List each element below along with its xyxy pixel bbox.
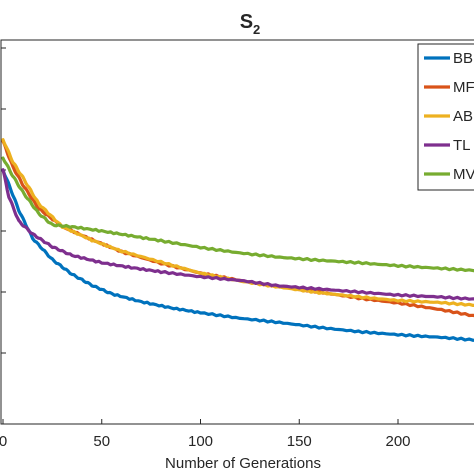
chart-title-main: S <box>240 11 253 33</box>
x-tick-label: 0 <box>0 433 7 450</box>
series-line-tl <box>1 168 474 301</box>
series-layer <box>1 138 474 342</box>
legend: BB MF AB TL MV <box>417 43 474 191</box>
x-tick-label: 50 <box>93 433 110 450</box>
chart-title-subscript: 2 <box>253 22 260 37</box>
series-line-ab <box>1 138 474 307</box>
y-axis <box>1 47 6 354</box>
legend-label: BB <box>453 50 473 67</box>
x-tick-label: 200 <box>385 433 410 450</box>
legend-label: TL <box>453 137 471 154</box>
legend-label: AB <box>453 108 473 125</box>
legend-label: MF <box>453 79 474 96</box>
x-tick-label: 100 <box>188 433 213 450</box>
x-axis-label: Number of Generations <box>165 455 321 472</box>
plot-area <box>0 39 474 425</box>
legend-label: MV <box>453 166 474 183</box>
series-line-mv <box>1 156 474 273</box>
x-axis: 0 50 100 150 200 <box>0 419 411 450</box>
x-tick-label: 150 <box>287 433 312 450</box>
chart-title: S2 <box>240 11 261 37</box>
